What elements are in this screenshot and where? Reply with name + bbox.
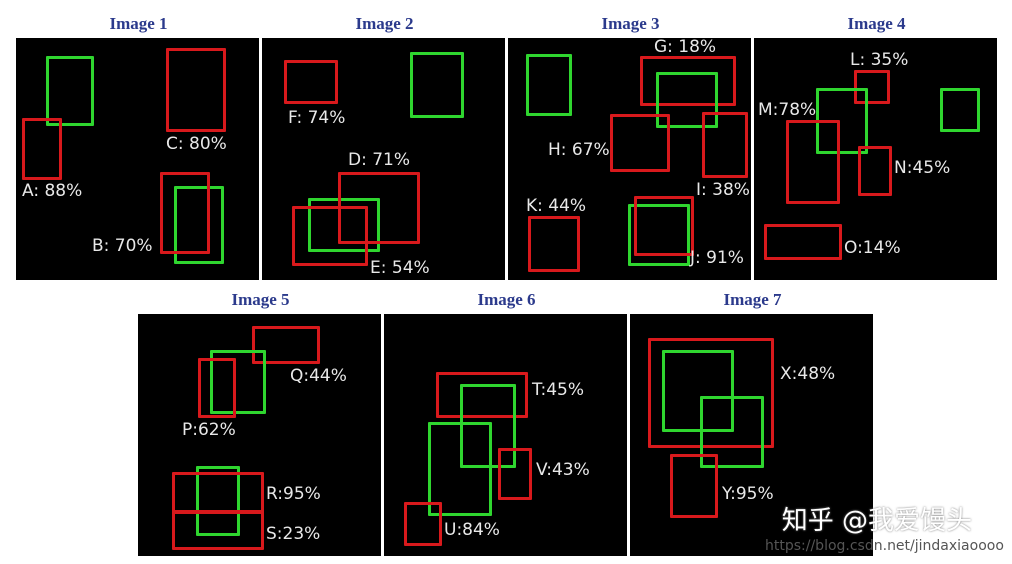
label-g: G: 18% [654,38,717,57]
label-k: K: 44% [526,196,587,216]
label-e: E: 54% [370,258,430,278]
prediction-box-q [252,326,320,364]
prediction-box-f [284,60,338,104]
ground-truth-box [46,56,94,126]
ground-truth-box [174,186,224,264]
label-d: D: 71% [348,150,411,170]
label-r: R:95% [266,484,321,504]
label-f: F: 74% [288,108,346,128]
ground-truth-box [700,396,764,468]
panel-title-5: Image 5 [231,290,290,309]
panel-title-6: Image 6 [477,290,536,309]
label-h: H: 67% [548,140,610,160]
ground-truth-box [428,422,492,516]
label-b: B: 70% [92,236,153,256]
panel-5: Q:44% P:62% R:95% S:23% [138,314,381,556]
panel-title-7: Image 7 [723,290,782,309]
panel-1: A: 88% C: 80% B: 70% [16,38,259,280]
label-v: V:43% [536,460,590,480]
prediction-box-j [634,196,694,256]
prediction-box-l [854,70,890,104]
label-i: I: 38% [696,180,750,200]
ground-truth-box [628,204,690,266]
prediction-box-m [786,120,840,204]
panel-7: X:48% Y:95% [630,314,873,556]
prediction-box-s [172,510,264,550]
label-j: J: 91% [690,248,744,268]
panel-title-1: Image 1 [109,14,168,33]
ground-truth-box [308,198,380,252]
prediction-box-p [198,358,236,418]
prediction-box-i [702,112,748,178]
panel-4: L: 35% M:78% N:45% O:14% [754,38,997,280]
prediction-box-v [498,448,532,500]
label-o: O:14% [844,238,901,258]
prediction-box-g [640,56,736,106]
ground-truth-box [662,350,734,432]
prediction-box-b [160,172,210,254]
ground-truth-box [410,52,464,118]
prediction-box-n [858,146,892,196]
panel-title-2: Image 2 [355,14,414,33]
label-x: X:48% [780,364,836,384]
panel-title-4: Image 4 [847,14,906,33]
ground-truth-box [196,466,240,536]
prediction-box-c [166,48,226,132]
label-q: Q:44% [290,366,347,386]
watermark-url: https://blog.csdn.net/jindaxiaoooo [765,538,1004,554]
label-a: A: 88% [22,181,83,201]
label-c: C: 80% [166,134,227,154]
ground-truth-box [656,72,718,128]
ground-truth-box [940,88,980,132]
label-u: U:84% [444,520,500,540]
prediction-box-u [404,502,442,546]
ground-truth-box [210,350,266,414]
panel-6: T:45% V:43% U:84% [384,314,627,556]
prediction-box-d [338,172,420,244]
label-y: Y:95% [722,484,774,504]
prediction-box-h [610,114,670,172]
ground-truth-box [526,54,572,116]
prediction-box-y [670,454,718,518]
label-t: T:45% [532,380,585,400]
prediction-box-o [764,224,842,260]
prediction-box-e [292,206,368,266]
label-n: N:45% [894,158,951,178]
label-s: S:23% [266,524,321,544]
panel-2: F: 74% D: 71% E: 54% [262,38,505,280]
prediction-box-r [172,472,264,514]
watermark-brand: 知乎 @我爱馒头 [781,506,972,536]
panel-title-3: Image 3 [601,14,660,33]
label-p: P:62% [182,420,236,440]
ground-truth-box [460,384,516,468]
prediction-box-k [528,216,580,272]
panel-3: G: 18% H: 67% I: 38% K: 44% J: 91% [508,38,751,280]
prediction-box-x [648,338,774,448]
label-l: L: 35% [850,50,909,70]
prediction-box-t [436,372,528,418]
prediction-box-a [22,118,62,180]
label-m: M:78% [758,100,817,120]
